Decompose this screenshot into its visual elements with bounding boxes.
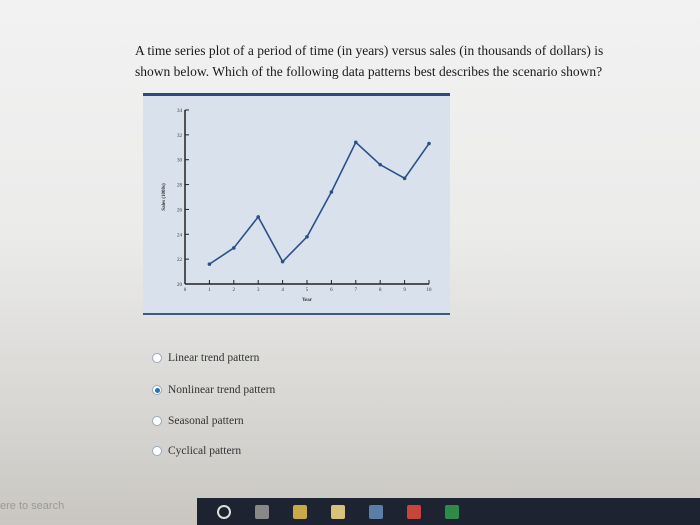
x-tick-label: 5	[306, 288, 309, 293]
x-tick-label: 2	[233, 288, 236, 293]
option-label: Cyclical pattern	[168, 445, 242, 457]
x-tick-label: 9	[403, 288, 406, 293]
x-tick-label: 10	[427, 288, 433, 293]
radio-button[interactable]	[152, 353, 162, 363]
series-line	[208, 141, 430, 265]
x-tick-label: 0	[184, 288, 187, 293]
x-tick-label: 4	[281, 288, 284, 293]
y-tick-label: 34	[177, 109, 183, 114]
task-view-icon[interactable]	[255, 504, 269, 519]
answer-option[interactable]: Nonlinear trend pattern	[152, 384, 275, 396]
question-text: A time series plot of a period of time (…	[135, 43, 604, 79]
data-point	[378, 162, 382, 167]
option-label: Seasonal pattern	[168, 415, 244, 427]
y-tick-label: 26	[177, 208, 183, 213]
data-point	[232, 246, 236, 250]
time-series-chart: 20 22 24 26 28 30 32 34 0 1 2 3 4 5 6 7 8 9 10 Year Sales (1…	[143, 93, 450, 315]
taskbar-search[interactable]: ere to search	[0, 500, 65, 512]
answer-option[interactable]: Linear trend pattern	[152, 352, 259, 364]
data-point	[354, 140, 358, 145]
data-point	[256, 215, 260, 219]
cortana-icon[interactable]	[217, 504, 231, 519]
y-axis-label: Sales (1000s)	[162, 183, 167, 211]
app-icon[interactable]	[369, 504, 383, 519]
chrome-icon[interactable]	[407, 504, 421, 519]
option-label: Linear trend pattern	[168, 352, 260, 364]
file-explorer-icon[interactable]	[293, 504, 307, 519]
x-tick-label: 8	[379, 288, 382, 293]
y-tick-label: 20	[177, 283, 183, 288]
excel-icon[interactable]	[445, 504, 459, 519]
data-point	[329, 190, 334, 194]
x-tick-label: 6	[330, 288, 333, 293]
y-tick-label: 32	[177, 134, 183, 139]
y-tick-label: 30	[177, 159, 183, 164]
x-tick-label: 1	[208, 288, 211, 293]
option-label: Nonlinear trend pattern	[168, 384, 276, 396]
store-icon[interactable]	[331, 504, 345, 519]
radio-button[interactable]	[152, 385, 162, 395]
y-tick-label: 24	[177, 233, 183, 238]
y-tick-label: 22	[177, 258, 183, 263]
data-point	[427, 141, 431, 146]
x-axis-label: Year	[302, 298, 313, 303]
y-tick-label: 28	[177, 184, 183, 189]
x-tick-label: 3	[257, 288, 260, 293]
radio-button[interactable]	[152, 416, 162, 426]
x-tick-label: 7	[355, 288, 358, 293]
taskbar	[197, 498, 700, 525]
data-point	[305, 234, 309, 239]
answer-option[interactable]: Cyclical pattern	[152, 445, 241, 457]
data-point	[402, 176, 407, 181]
data-point	[207, 262, 212, 266]
answer-option[interactable]: Seasonal pattern	[152, 415, 244, 427]
data-point	[280, 259, 285, 264]
radio-button[interactable]	[152, 446, 162, 456]
